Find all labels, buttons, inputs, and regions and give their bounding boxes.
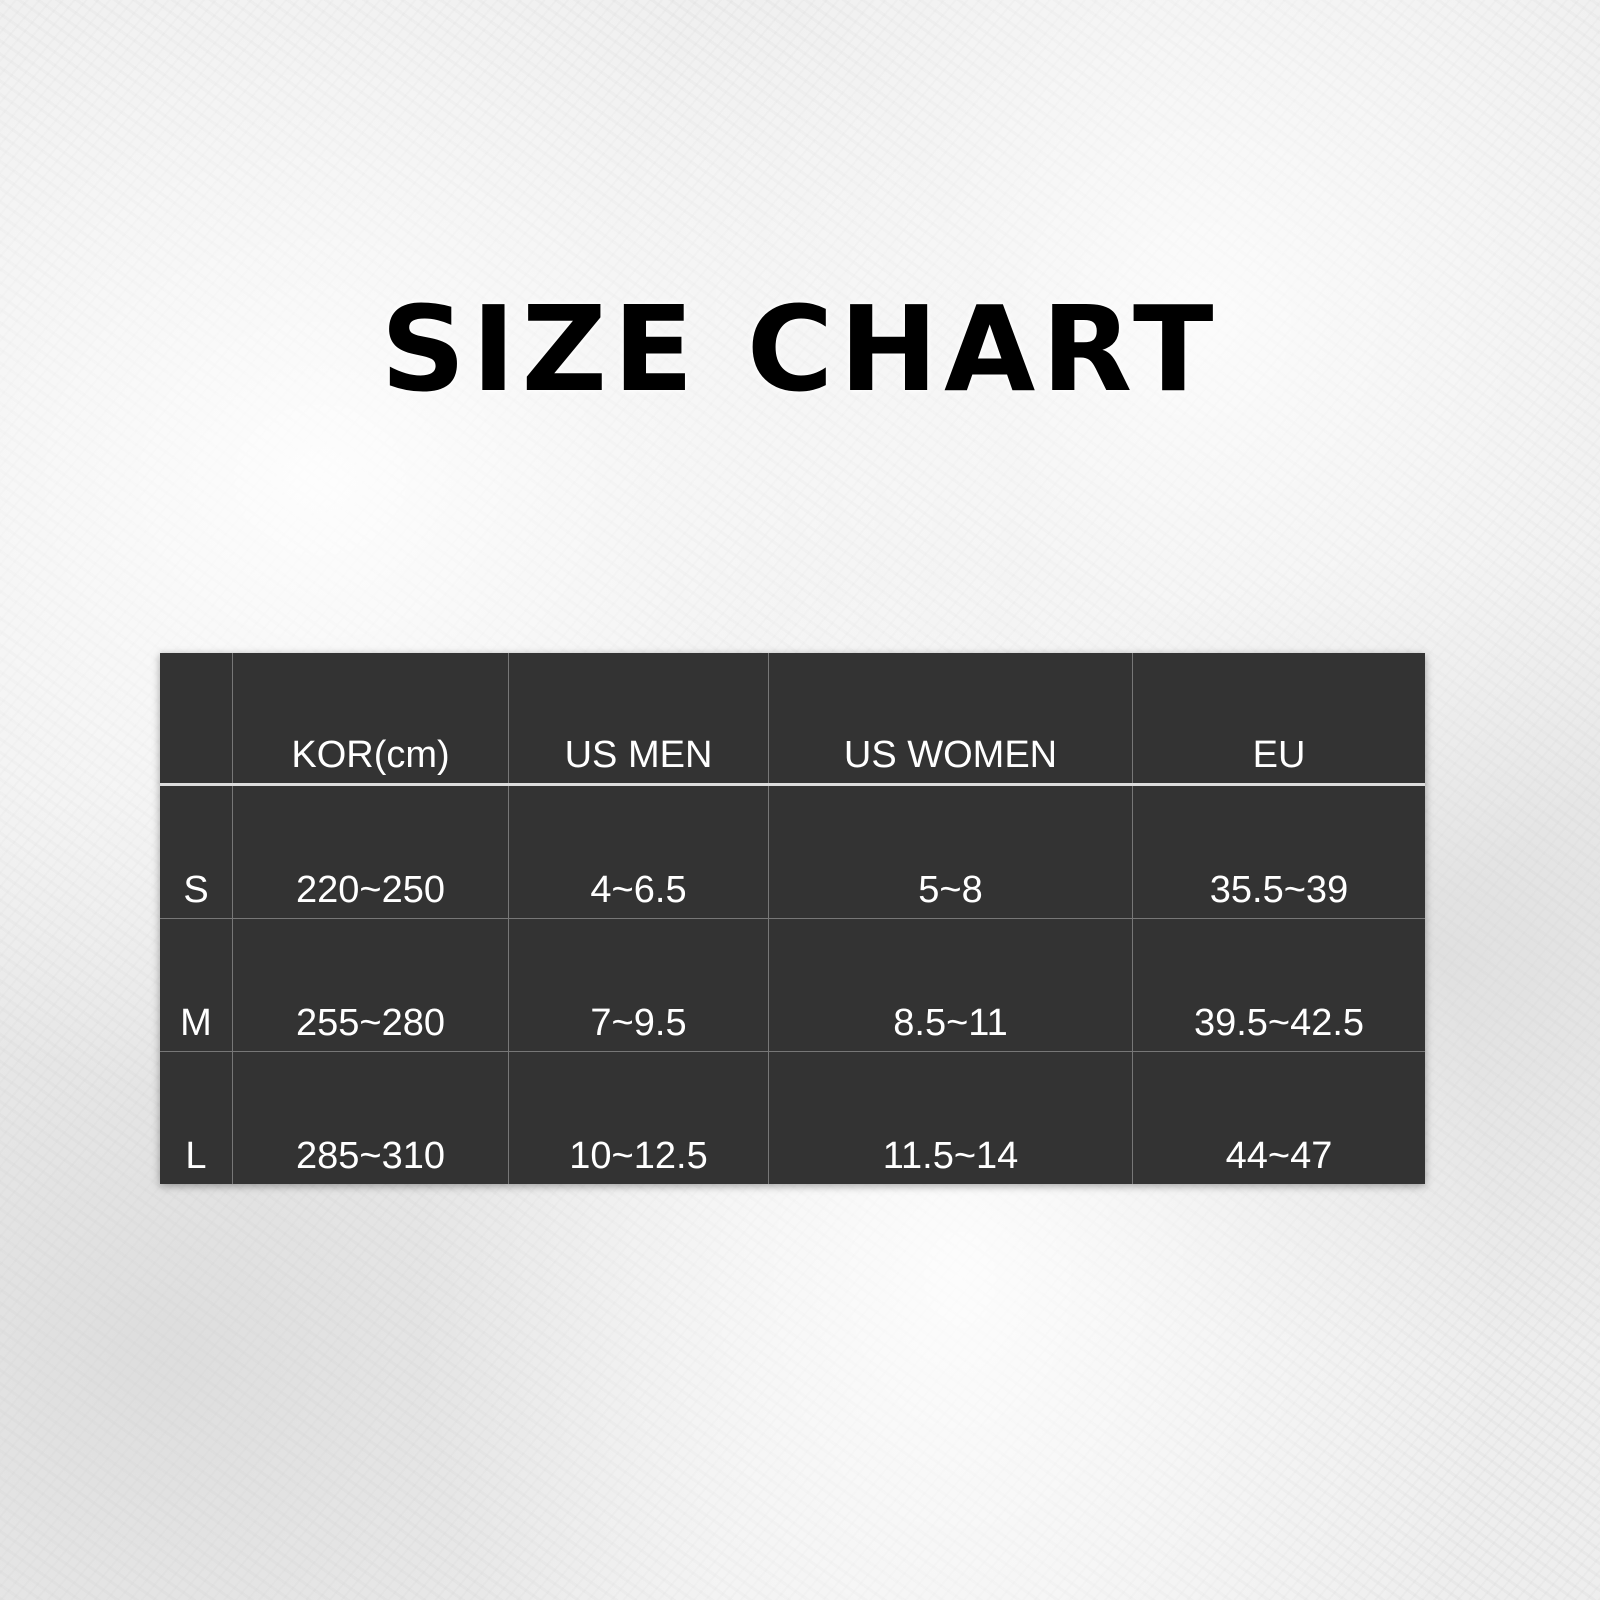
size-table: KOR(cm) US MEN US WOMEN EU S 220~250 4~6… <box>160 653 1425 1184</box>
us-men-cell: 7~9.5 <box>508 918 769 1052</box>
us-women-cell: 11.5~14 <box>768 1051 1133 1184</box>
eu-cell: 44~47 <box>1132 1051 1425 1184</box>
us-men-cell: 10~12.5 <box>508 1051 769 1184</box>
size-cell: S <box>160 784 233 919</box>
us-women-cell: 8.5~11 <box>768 918 1133 1052</box>
header-us-women: US WOMEN <box>768 653 1133 786</box>
us-women-cell: 5~8 <box>768 784 1133 919</box>
header-kor: KOR(cm) <box>232 653 509 786</box>
eu-cell: 39.5~42.5 <box>1132 918 1425 1052</box>
table-row: S 220~250 4~6.5 5~8 35.5~39 <box>160 784 1425 919</box>
header-eu: EU <box>1132 653 1425 786</box>
us-men-cell: 4~6.5 <box>508 784 769 919</box>
header-size <box>160 653 233 786</box>
table-row: M 255~280 7~9.5 8.5~11 39.5~42.5 <box>160 918 1425 1052</box>
kor-cell: 255~280 <box>232 918 509 1052</box>
header-us-men: US MEN <box>508 653 769 786</box>
size-cell: L <box>160 1051 233 1184</box>
page-title: SIZE CHART <box>380 280 1220 418</box>
size-cell: M <box>160 918 233 1052</box>
eu-cell: 35.5~39 <box>1132 784 1425 919</box>
table-header-row: KOR(cm) US MEN US WOMEN EU <box>160 653 1425 786</box>
kor-cell: 285~310 <box>232 1051 509 1184</box>
table-row: L 285~310 10~12.5 11.5~14 44~47 <box>160 1051 1425 1184</box>
kor-cell: 220~250 <box>232 784 509 919</box>
